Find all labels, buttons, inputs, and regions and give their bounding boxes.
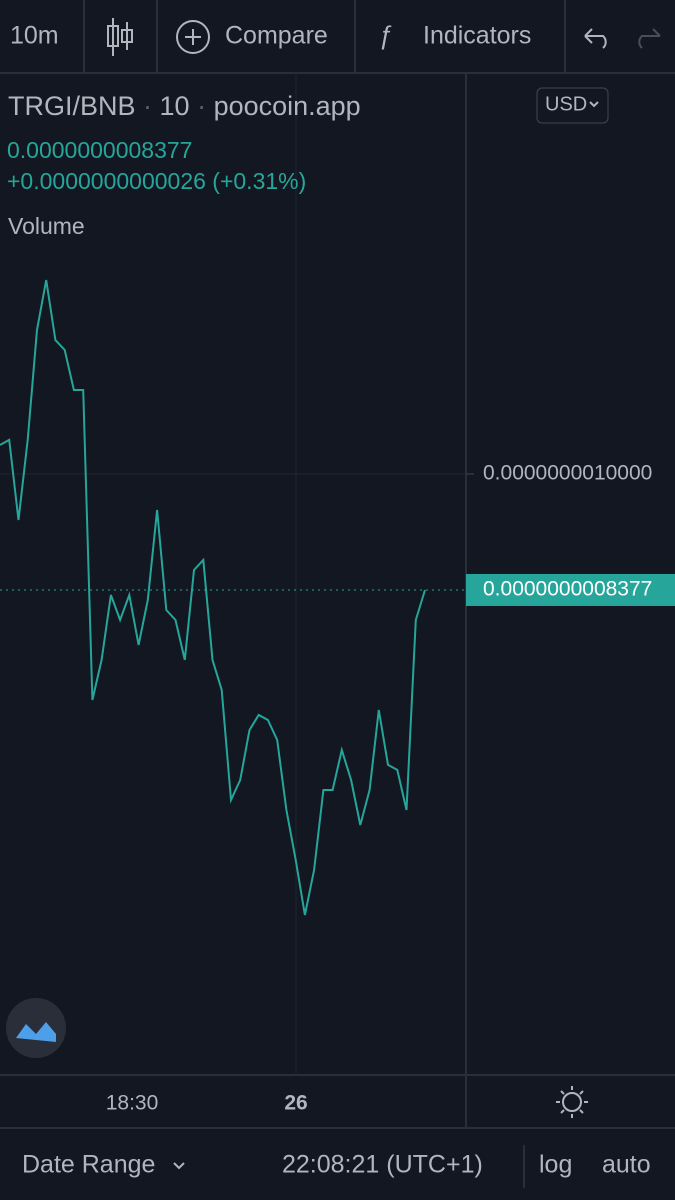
- time-label: 26: [284, 1092, 307, 1115]
- chevron: [589, 101, 599, 108]
- legend-interval: 10: [160, 91, 190, 121]
- price: 0.0000000008377: [7, 137, 192, 163]
- compare-icon[interactable]: [176, 20, 210, 54]
- settings-icon[interactable]: [556, 1086, 588, 1118]
- price-line: [0, 279, 426, 916]
- log-button[interactable]: log: [539, 1151, 572, 1179]
- compare-button[interactable]: Compare: [225, 22, 328, 50]
- fx-icon[interactable]: ƒ: [378, 20, 392, 50]
- time-label: 18:30: [106, 1092, 159, 1115]
- change: +0.0000000000026 (+0.31%): [7, 168, 306, 194]
- last-price-badge: [466, 573, 675, 606]
- last-price-label: 0.0000000008377: [483, 578, 652, 601]
- logo-icon: [16, 1022, 56, 1042]
- interval-button[interactable]: 10m: [10, 22, 59, 50]
- redo-icon[interactable]: [638, 28, 661, 49]
- toolbar: 10m Compare ƒ Indicators: [10, 0, 661, 72]
- currency-button[interactable]: [536, 87, 609, 124]
- indicators-button[interactable]: Indicators: [423, 22, 531, 50]
- symbol: TRGI/BNB · 10 · poocoin.app: [8, 91, 361, 121]
- auto-button[interactable]: auto: [602, 1151, 651, 1179]
- candle-icon[interactable]: [107, 18, 133, 56]
- undo-icon[interactable]: [584, 28, 607, 49]
- date-range-button[interactable]: Date Range: [22, 1151, 155, 1179]
- currency[interactable]: USD: [545, 93, 587, 115]
- clock: 22:08:21 (UTC+1): [282, 1151, 483, 1179]
- chevron: [173, 1162, 185, 1170]
- logo-button[interactable]: [6, 998, 66, 1058]
- y-tick-label: 0.0000000010000: [483, 462, 652, 485]
- source: poocoin.app: [214, 91, 361, 121]
- symbol-name: TRGI/BNB: [8, 91, 136, 121]
- volume-label: Volume: [8, 213, 85, 239]
